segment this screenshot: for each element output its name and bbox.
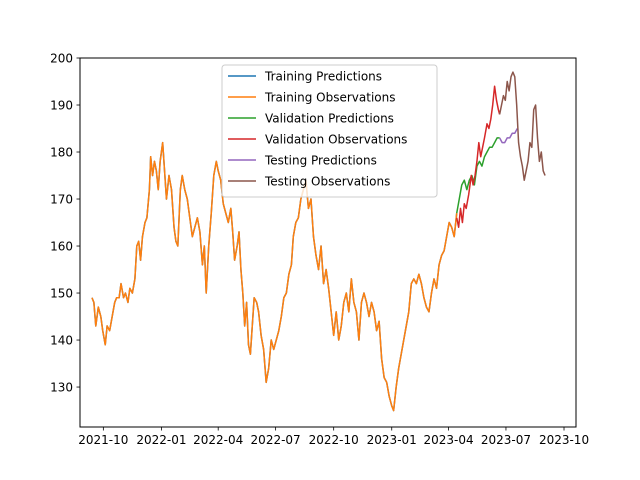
series-layer bbox=[91, 71, 546, 412]
y-tick-label: 170 bbox=[50, 193, 73, 207]
series-line-validation-observations bbox=[455, 85, 501, 228]
legend-label-training-observations: Training Observations bbox=[264, 91, 396, 105]
y-tick-label: 150 bbox=[50, 287, 73, 301]
x-tick-label: 2022-10 bbox=[309, 433, 359, 447]
series-line-training-observations bbox=[91, 141, 458, 412]
series-line-validation-predictions bbox=[455, 137, 500, 214]
series-line-testing-predictions bbox=[498, 128, 518, 144]
legend-label-testing-observations: Testing Observations bbox=[264, 175, 390, 189]
x-tick-label: 2022-07 bbox=[251, 433, 301, 447]
x-tick-label: 2023-07 bbox=[481, 433, 531, 447]
legend-box bbox=[221, 64, 438, 198]
y-tick-label: 200 bbox=[50, 52, 73, 66]
y-tick-label: 140 bbox=[50, 334, 73, 348]
legend-label-validation-observations: Validation Observations bbox=[265, 133, 407, 147]
y-axis: 130 140 150 160 170 180 190 200 bbox=[50, 52, 80, 395]
x-tick-label: 2023-04 bbox=[423, 433, 473, 447]
y-tick-label: 180 bbox=[50, 146, 73, 160]
legend-label-validation-predictions: Validation Predictions bbox=[265, 112, 394, 126]
y-tick-label: 190 bbox=[50, 99, 73, 113]
x-axis: 2021-10 2022-01 2022-04 2022-07 2022-10 2023-… bbox=[78, 427, 589, 447]
x-tick-label: 2022-04 bbox=[193, 433, 243, 447]
y-tick-label: 130 bbox=[50, 381, 73, 395]
x-tick-label: 2023-10 bbox=[539, 433, 589, 447]
legend-label-testing-predictions: Testing Predictions bbox=[264, 154, 377, 168]
x-tick-label: 2023-01 bbox=[367, 433, 417, 447]
y-tick-label: 160 bbox=[50, 240, 73, 254]
x-tick-label: 2022-01 bbox=[136, 433, 186, 447]
series-line-testing-observations bbox=[498, 71, 546, 181]
legend-label-training-predictions: Training Predictions bbox=[264, 70, 382, 84]
legend: Training Predictions Training Observation… bbox=[221, 64, 438, 198]
plot-frame bbox=[79, 57, 577, 428]
x-tick-label: 2021-10 bbox=[78, 433, 128, 447]
